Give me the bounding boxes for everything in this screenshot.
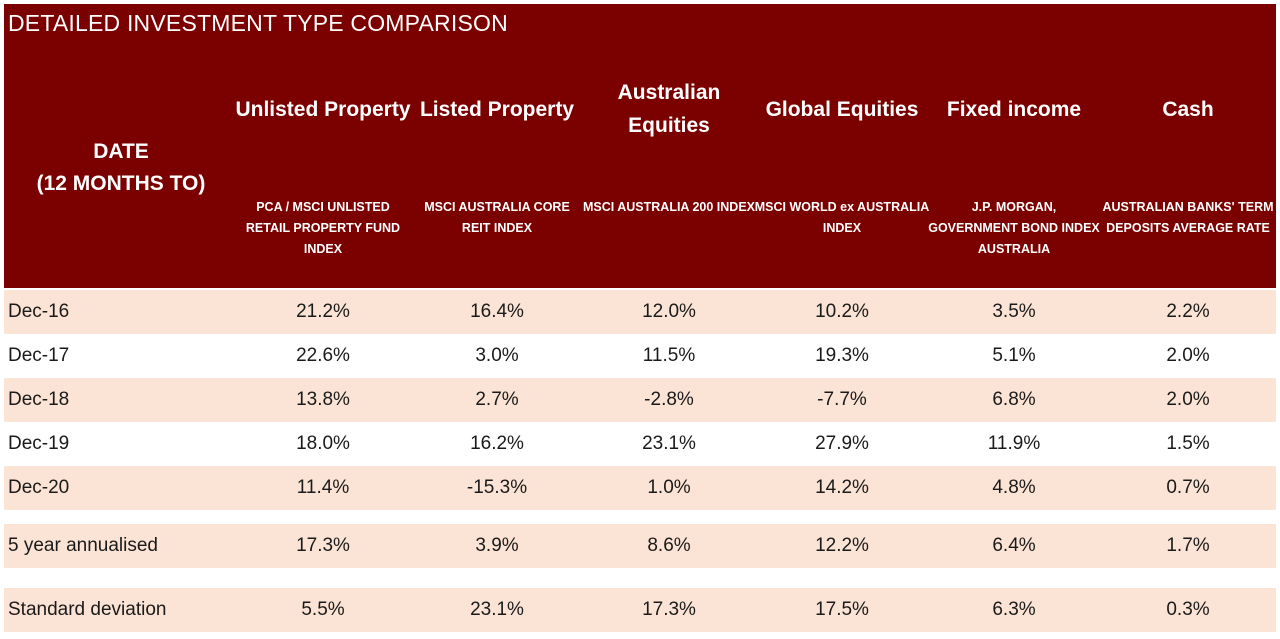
table-cell: 5.1% (992, 345, 1036, 366)
table-cell: 14.2% (815, 477, 869, 498)
table-cell: 5.5% (301, 599, 345, 620)
table-cell: 23.1% (470, 599, 524, 620)
table-cell: 23.1% (642, 433, 696, 454)
table-row: Dec-16 21.2% 16.4% 12.0% 10.2% 3.5% 2.2% (4, 290, 1276, 334)
table-row: Dec-18 13.8% 2.7% -2.8% -7.7% 6.8% 2.0% (4, 378, 1276, 422)
column-index-name: AUSTRALIAN BANKS' TERM DEPOSITS AVERAGE … (1102, 200, 1274, 235)
table-cell: 17.3% (642, 599, 696, 620)
row-label: Dec-16 (8, 301, 70, 322)
table-cell: 0.3% (1166, 599, 1210, 620)
table-cell: 4.8% (992, 477, 1036, 498)
table-cell: 3.9% (475, 535, 519, 556)
table-cell: -2.8% (644, 389, 694, 410)
table-cell: 2.0% (1166, 345, 1210, 366)
table-header: DETAILED INVESTMENT TYPE COMPARISON DATE… (4, 4, 1276, 288)
column-header: Unlisted Property (235, 97, 411, 121)
table-cell: 17.3% (296, 535, 350, 556)
column-header: Australian Equities (617, 81, 721, 137)
table-cell: 22.6% (296, 345, 350, 366)
column-header: Listed Property (419, 97, 575, 121)
column-index-name: MSCI WORLD ex AUSTRALIA INDEX (754, 200, 930, 235)
row-label: Standard deviation (8, 599, 167, 620)
date-column-header: DATE (12 MONTHS TO) (4, 136, 238, 200)
date-header-line-2: (12 MONTHS TO) (36, 172, 206, 195)
table-cell: 2.2% (1166, 301, 1210, 322)
column-index-name: PCA / MSCI UNLISTED RETAIL PROPERTY FUND… (245, 200, 401, 256)
table-cell: 10.2% (815, 301, 869, 322)
table-cell: -15.3% (466, 477, 528, 498)
row-label: Dec-19 (8, 433, 70, 454)
table-row: Dec-17 22.6% 3.0% 11.5% 19.3% 5.1% 2.0% (4, 334, 1276, 378)
table-cell: 27.9% (815, 433, 869, 454)
column-index-name: MSCI AUSTRALIA 200 INDEX (582, 200, 755, 214)
investment-comparison-table: DETAILED INVESTMENT TYPE COMPARISON DATE… (4, 4, 1276, 635)
table-cell: 11.9% (987, 433, 1041, 454)
table-cell: 3.5% (992, 301, 1036, 322)
table-row: Dec-20 11.4% -15.3% 1.0% 14.2% 4.8% 0.7% (4, 466, 1276, 510)
table-cell: 12.2% (815, 535, 869, 556)
table-cell: 11.4% (296, 477, 350, 498)
table-cell: 13.8% (296, 389, 350, 410)
table-title: DETAILED INVESTMENT TYPE COMPARISON (8, 10, 508, 36)
table-cell: 16.4% (470, 301, 524, 322)
column-header: Global Equities (765, 97, 919, 121)
table-cell: 6.4% (992, 535, 1036, 556)
table-cell: 1.5% (1166, 433, 1210, 454)
table-cell: 0.7% (1166, 477, 1210, 498)
column-index-name: MSCI AUSTRALIA CORE REIT INDEX (424, 200, 570, 235)
table-cell: 17.5% (815, 599, 869, 620)
table-cell: 6.8% (992, 389, 1036, 410)
table-cell: 12.0% (642, 301, 696, 322)
table-cell: 16.2% (470, 433, 524, 454)
date-header-line-1: DATE (93, 140, 149, 163)
row-label: Dec-17 (8, 345, 70, 366)
row-label: Dec-20 (8, 477, 70, 498)
table-cell: 3.0% (475, 345, 519, 366)
table-row: Dec-19 18.0% 16.2% 23.1% 27.9% 11.9% 1.5% (4, 422, 1276, 466)
table-cell: 18.0% (296, 433, 350, 454)
table-cell: 8.6% (647, 535, 691, 556)
column-index-name: J.P. MORGAN, GOVERNMENT BOND INDEX AUSTR… (928, 200, 1100, 256)
table-row: 5 year annualised 17.3% 3.9% 8.6% 12.2% 6.4% 1… (4, 524, 1276, 568)
row-label: Dec-18 (8, 389, 70, 410)
table-cell: -7.7% (817, 389, 867, 410)
table-cell: 2.0% (1166, 389, 1210, 410)
table-row: Standard deviation 5.5% 23.1% 17.3% 17.5% 6.3… (4, 588, 1276, 632)
column-header: Fixed income (946, 97, 1082, 121)
table-cell: 11.5% (642, 345, 696, 366)
table-cell: 19.3% (815, 345, 869, 366)
table-cell: 1.0% (647, 477, 691, 498)
table-cell: 6.3% (992, 599, 1036, 620)
column-header: Cash (1162, 97, 1214, 121)
row-label: 5 year annualised (8, 535, 158, 556)
table-cell: 2.7% (475, 389, 519, 410)
table-cell: 1.7% (1166, 535, 1210, 556)
table-cell: 21.2% (296, 301, 350, 322)
